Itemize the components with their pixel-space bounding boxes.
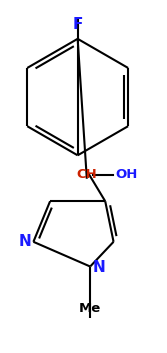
Text: OH: OH — [115, 168, 138, 181]
Text: F: F — [72, 17, 83, 31]
Text: Me: Me — [79, 302, 101, 315]
Text: CH: CH — [77, 168, 98, 181]
Text: N: N — [93, 260, 105, 275]
Text: N: N — [18, 234, 31, 249]
